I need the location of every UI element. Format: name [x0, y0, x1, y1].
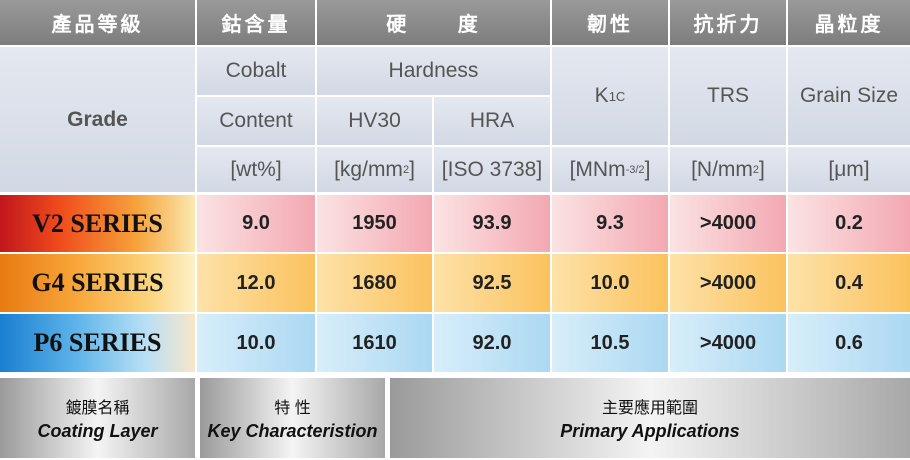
spec-value: 1950 — [317, 195, 432, 252]
spec-value: 12.0 — [197, 254, 315, 312]
spec-value: 9.0 — [197, 195, 315, 252]
spec-value: 10.5 — [552, 314, 668, 372]
hra-label: HRA — [434, 97, 550, 145]
spec-value: 93.9 — [434, 195, 550, 252]
spec-value: 92.5 — [434, 254, 550, 312]
spec-value: >4000 — [670, 314, 786, 372]
header-cell: 韌性 — [552, 0, 668, 45]
header-cell: 產品等級 — [0, 0, 195, 45]
unit-sup: -3/2 — [625, 163, 645, 176]
k1c-small: 1C — [608, 88, 626, 104]
spec-value: 0.4 — [788, 254, 910, 312]
spec-value: 1680 — [317, 254, 432, 312]
header-cell: 晶粒度 — [788, 0, 910, 45]
spec-value: 10.0 — [197, 314, 315, 372]
cobalt-label: Cobalt — [197, 47, 315, 95]
grade-label: Grade — [0, 47, 195, 192]
footer-en: Key Characteristion — [207, 421, 378, 441]
k1c-label: K 1C — [552, 47, 668, 145]
unit-close: ] — [409, 157, 415, 181]
hv30-label: HV30 — [317, 97, 432, 145]
header-cell: 抗折力 — [670, 0, 786, 45]
unit-label: [wt%] — [197, 147, 315, 192]
series-name: V2 SERIES — [0, 195, 195, 252]
unit-text: [wt%] — [230, 157, 282, 181]
spec-value: >4000 — [670, 254, 786, 312]
header-cell: 鈷含量 — [197, 0, 315, 45]
series-name: G4 SERIES — [0, 254, 195, 312]
spec-value: >4000 — [670, 195, 786, 252]
trs-label: TRS — [670, 47, 786, 145]
unit-label: [N/mm 2] — [670, 147, 786, 192]
unit-label: [MNm -3/2] — [552, 147, 668, 192]
unit-text: [N/mm — [691, 157, 753, 181]
series-name: P6 SERIES — [0, 314, 195, 372]
footer-zh: 特 性 — [274, 400, 311, 417]
content-label: Content — [197, 97, 315, 145]
unit-label: [μm] — [788, 147, 910, 192]
footer-zh: 鍍膜名稱 — [65, 400, 130, 417]
header-cell: 硬 度 — [317, 0, 550, 45]
spec-value: 1610 — [317, 314, 432, 372]
hardness-label: Hardness — [317, 47, 550, 95]
unit-close: ] — [759, 157, 765, 181]
footer-cell: 主要應用範圍 Primary Applications — [390, 378, 910, 458]
spec-value: 0.2 — [788, 195, 910, 252]
unit-text: [MNm — [569, 157, 626, 181]
unit-sup: 2 — [752, 163, 760, 176]
unit-label: [ISO 3738] — [434, 147, 550, 192]
k1c-base: K — [594, 84, 609, 107]
footer-cell: 特 性 Key Characteristion — [200, 378, 385, 458]
unit-text: [kg/mm — [334, 157, 403, 181]
unit-label: [kg/mm 2] — [317, 147, 432, 192]
spec-value: 0.6 — [788, 314, 910, 372]
spec-value: 92.0 — [434, 314, 550, 372]
spec-value: 10.0 — [552, 254, 668, 312]
unit-close: ] — [644, 157, 651, 181]
footer-en: Coating Layer — [37, 421, 158, 441]
unit-text: [μm] — [828, 157, 870, 181]
grain-size-label: Grain Size — [788, 47, 910, 145]
footer-en: Primary Applications — [560, 421, 740, 441]
unit-text: [ISO 3738] — [441, 157, 543, 181]
footer-zh: 主要應用範圍 — [601, 400, 698, 417]
spec-value: 9.3 — [552, 195, 668, 252]
unit-sup: 2 — [402, 163, 410, 176]
footer-cell: 鍍膜名稱 Coating Layer — [0, 378, 195, 458]
